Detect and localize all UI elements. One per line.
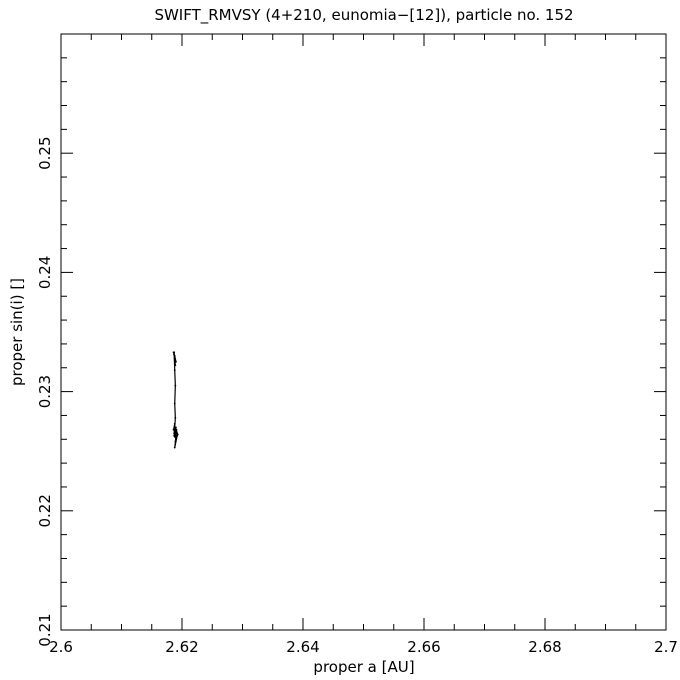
data-point	[173, 446, 176, 449]
y-tick-label: 0.21	[36, 613, 54, 646]
data-point	[175, 428, 177, 431]
x-tick-labels: 2.6 2.62 2.64 2.66 2.68 2.7	[49, 638, 678, 656]
x-tick-label: 2.7	[654, 638, 678, 656]
data-point	[174, 426, 177, 429]
data-point	[173, 432, 176, 435]
data-point	[173, 422, 176, 425]
data-point	[173, 402, 176, 405]
x-axis-label: proper a [AU]	[313, 658, 414, 676]
data-point	[173, 434, 176, 437]
plot-frame	[60, 33, 667, 631]
x-tick-label: 2.62	[165, 638, 198, 656]
data-point	[175, 360, 177, 363]
y-tick-labels: 0.21 0.22 0.23 0.24 0.25	[36, 136, 54, 646]
data-point	[174, 384, 177, 387]
axis-ticks	[60, 33, 667, 631]
data-point	[173, 357, 176, 360]
x-tick-label: 2.66	[407, 638, 440, 656]
data-series	[172, 351, 179, 449]
data-point	[174, 440, 177, 443]
y-tick-label: 0.23	[36, 375, 54, 408]
x-tick-label: 2.68	[528, 638, 561, 656]
x-tick-label: 2.6	[49, 638, 73, 656]
y-axis-label: proper sin(i) []	[8, 278, 26, 386]
data-point	[175, 435, 177, 438]
data-point	[174, 416, 177, 419]
data-point	[173, 369, 176, 372]
data-point	[172, 428, 175, 431]
data-point	[176, 433, 179, 436]
chart-title: SWIFT_RMVSY (4+210, eunomia−[12]), parti…	[154, 6, 573, 25]
data-point	[174, 431, 177, 434]
y-tick-label: 0.24	[36, 256, 54, 289]
y-tick-label: 0.22	[36, 494, 54, 527]
data-point	[174, 364, 177, 367]
data-point	[173, 351, 176, 354]
data-point	[173, 353, 176, 356]
y-tick-label: 0.25	[36, 136, 54, 169]
x-tick-label: 2.64	[286, 638, 319, 656]
